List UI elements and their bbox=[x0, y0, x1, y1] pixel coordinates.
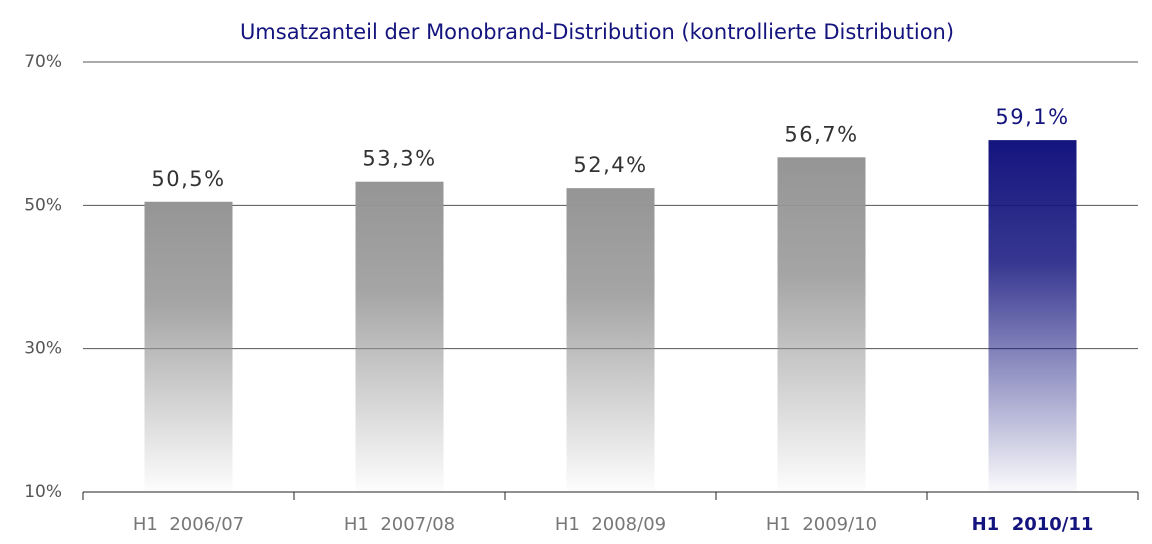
y-tick-label: 70% bbox=[24, 52, 62, 72]
y-tick-label: 10% bbox=[24, 482, 62, 502]
bar bbox=[144, 201, 233, 492]
x-tick-label: H1 2009/10 bbox=[766, 514, 877, 535]
x-tick-label: H1 2008/09 bbox=[555, 514, 666, 535]
chart-title: Umsatzanteil der Monobrand-Distribution … bbox=[240, 20, 954, 44]
x-tick-label: H1 2007/08 bbox=[344, 514, 455, 535]
value-label: 52,4% bbox=[573, 153, 647, 177]
value-label: 50,5% bbox=[151, 167, 225, 191]
x-tick-label: H1 2010/11 bbox=[972, 514, 1094, 535]
bar bbox=[566, 188, 655, 492]
x-tick-label: H1 2006/07 bbox=[133, 514, 244, 535]
y-tick-label: 50% bbox=[24, 195, 62, 215]
value-label: 53,3% bbox=[362, 147, 436, 171]
bar bbox=[355, 181, 444, 492]
bar bbox=[988, 140, 1077, 492]
value-label: 56,7% bbox=[784, 122, 858, 146]
bar bbox=[777, 157, 866, 493]
y-tick-label: 30% bbox=[24, 339, 62, 359]
value-label: 59,1% bbox=[995, 105, 1069, 129]
